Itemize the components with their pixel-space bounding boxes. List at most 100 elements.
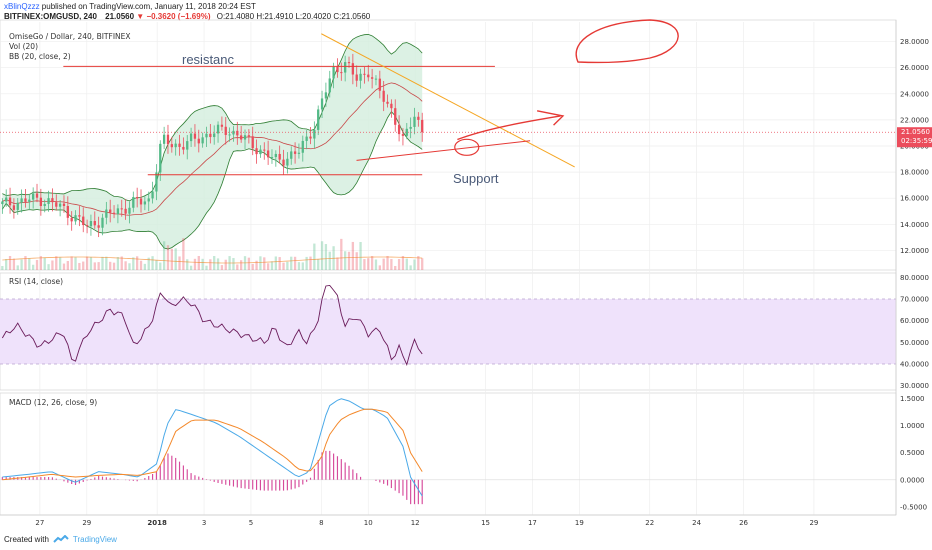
volume-bar: [109, 261, 112, 270]
volume-bar: [359, 241, 362, 270]
candle-body: [324, 92, 328, 99]
candle-body: [417, 116, 420, 120]
volume-bar: [355, 252, 358, 270]
volume-bar: [251, 263, 254, 270]
x-tick-label: 29: [82, 519, 91, 527]
candle-body: [89, 221, 93, 227]
x-tick-label: 24: [692, 519, 701, 527]
volume-bar: [270, 261, 274, 270]
x-tick-label: 29: [809, 519, 818, 527]
candle-body: [112, 212, 116, 215]
candle-body: [201, 137, 204, 144]
candle-body: [97, 225, 100, 228]
pane-frame: [0, 392, 897, 516]
volume-bar: [224, 259, 227, 270]
volume-bar: [5, 259, 8, 270]
candle-body: [193, 133, 197, 139]
y-tick-label: 22.0000: [900, 116, 929, 124]
change-value: ▼ −0.3620 (−1.69%): [136, 12, 211, 21]
volume-bar: [47, 264, 50, 270]
price-tag: [897, 127, 932, 148]
candle-body: [101, 217, 104, 228]
candle-body: [282, 159, 285, 166]
volume-bar: [55, 256, 58, 270]
volume-bar: [324, 244, 328, 270]
candle-body: [374, 78, 378, 80]
publish-line: xBlinQzzz published on TradingView.com, …: [4, 2, 256, 11]
volume-bar: [170, 248, 173, 270]
close-value: C:21.0560: [333, 12, 371, 21]
legend-bb: BB (20, close, 2): [9, 52, 71, 61]
y-tick-label: 1.5000: [900, 395, 925, 403]
volume-bar: [124, 261, 127, 270]
y-tick-label: 18.0000: [900, 169, 929, 177]
volume-bar: [182, 238, 185, 270]
volume-bar: [186, 259, 189, 270]
volume-bar: [20, 259, 23, 270]
candle-body: [236, 130, 239, 136]
volume-bar: [421, 258, 424, 270]
candle-body: [78, 215, 81, 217]
volume-bar: [159, 262, 162, 270]
price-tag-value: 21.0560: [901, 128, 930, 136]
candle-body: [170, 144, 173, 148]
legend-vol: Vol (20): [9, 42, 38, 51]
author-link[interactable]: xBlinQzzz: [4, 2, 40, 11]
candle-body: [35, 193, 39, 198]
candle-body: [24, 198, 27, 202]
candle-body: [255, 148, 258, 155]
candle-body: [124, 208, 127, 214]
candle-body: [320, 98, 324, 110]
candle-body: [401, 134, 405, 136]
volume-bar: [32, 264, 35, 270]
bb-upper: [2, 34, 423, 202]
volume-bar: [286, 261, 289, 270]
footer: Created with TradingView: [4, 535, 117, 544]
candle-body: [347, 62, 351, 64]
candle-body: [301, 140, 304, 153]
candle-body: [62, 203, 66, 206]
x-tick-label: 17: [528, 519, 537, 527]
candle-body: [224, 126, 227, 135]
x-tick-label: 27: [35, 519, 44, 527]
candle-body: [51, 198, 54, 203]
volume-bar: [390, 259, 393, 270]
ascending-trendline: [356, 140, 531, 161]
volume-bar: [162, 241, 166, 270]
candle-body: [166, 134, 170, 145]
volume-bar: [189, 265, 193, 270]
brand-link[interactable]: TradingView: [72, 535, 117, 544]
volume-bar: [309, 256, 312, 270]
publish-info: published on TradingView.com, January 11…: [41, 2, 256, 11]
volume-bar: [143, 263, 147, 270]
y-tick-label: 16.0000: [900, 195, 929, 203]
volume-bar: [290, 256, 293, 270]
volume-bar: [417, 256, 420, 270]
legend-main: OmiseGo / Dollar, 240, BITFINEX: [9, 32, 131, 41]
candle-body: [359, 73, 362, 81]
volume-bar: [136, 256, 139, 270]
candle-body: [55, 202, 58, 207]
y-tick-label: 0.5000: [900, 449, 925, 457]
candle-body: [232, 130, 235, 135]
candle-body: [74, 215, 77, 222]
volume-bar: [216, 258, 220, 270]
candles: [1, 53, 424, 238]
candle-body: [378, 78, 381, 91]
volume-bar: [128, 263, 131, 270]
macd-pane: [0, 398, 896, 505]
candle-body: [189, 133, 193, 142]
candle-body: [120, 208, 123, 210]
candle-body: [263, 149, 266, 151]
y-tick-label: 80.0000: [900, 274, 929, 282]
candle-body: [20, 198, 23, 203]
volume-bar: [51, 260, 54, 270]
volume-bar: [178, 256, 181, 270]
candle-body: [413, 116, 416, 127]
volume-bar: [297, 262, 301, 270]
volume-bar: [43, 257, 46, 270]
candle-body: [147, 198, 150, 202]
volume-bar: [112, 262, 116, 270]
candle-body: [305, 136, 308, 141]
